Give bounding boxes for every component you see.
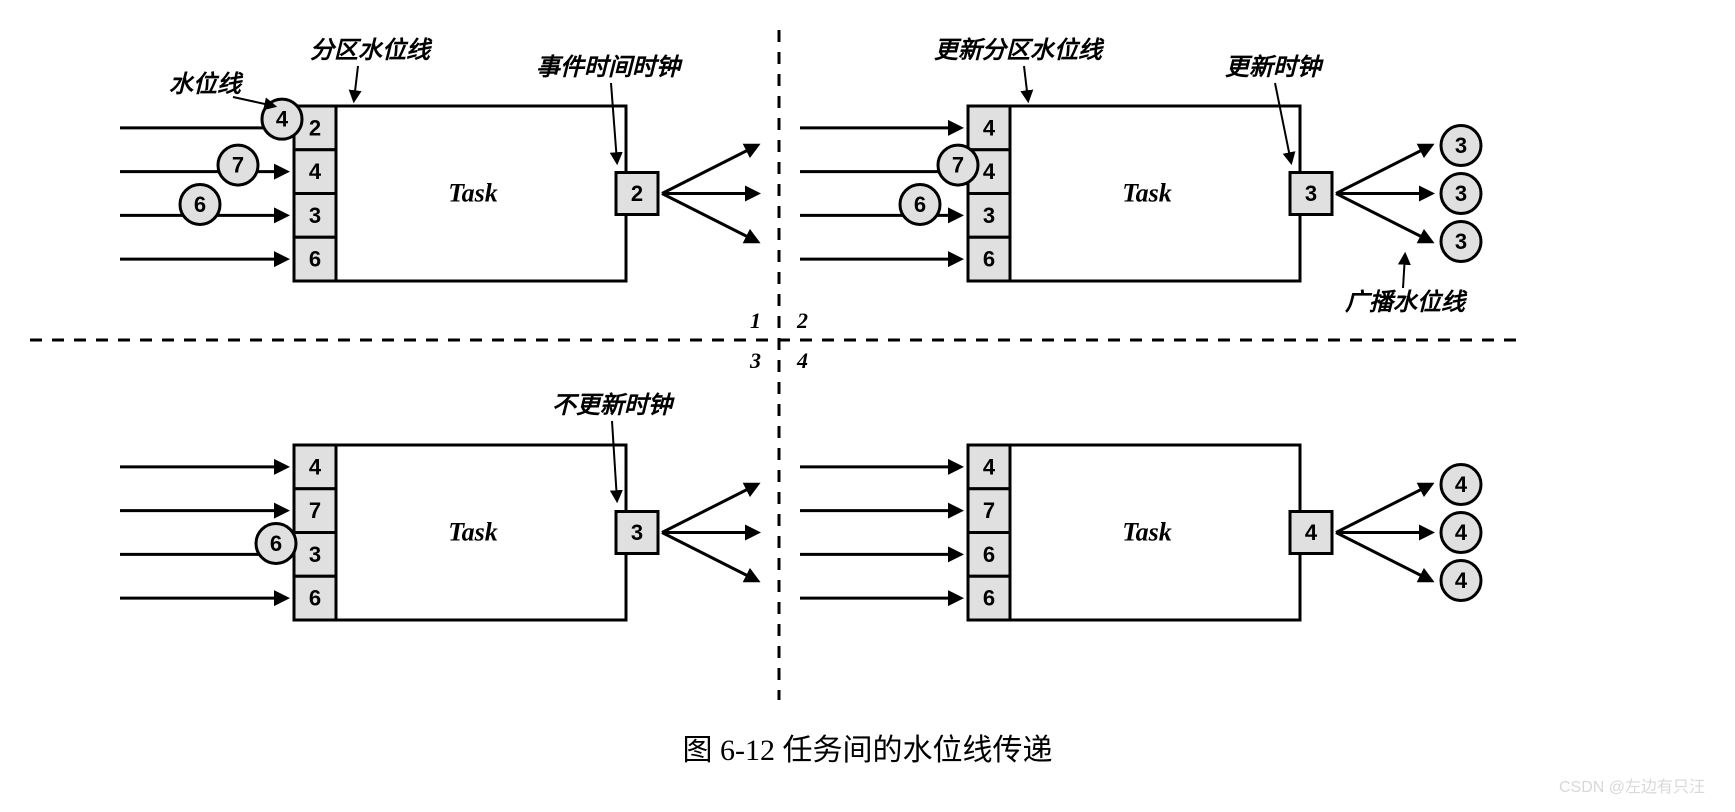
diagram-text: 3 [309, 203, 321, 228]
diagram-text: 图 6-12 任务间的水位线传递 [683, 734, 1053, 767]
diagram-text: 更新时钟 [1225, 54, 1324, 81]
diagram-text: 6 [983, 586, 995, 611]
diagram-text: CSDN @左边有只汪 [1559, 778, 1705, 796]
diagram-text: 7 [232, 153, 244, 178]
diagram-text: 6 [194, 192, 206, 217]
watermark-propagation-diagram: 12342436Task2476水位线分区水位线事件时间时钟4436Task37… [0, 0, 1735, 812]
diagram-text: 广播水位线 [1345, 289, 1468, 316]
diagram-text: 4 [1455, 568, 1468, 593]
diagram-text: 4 [796, 348, 808, 373]
diagram-text: 4 [1305, 520, 1318, 545]
diagram-text: 水位线 [169, 71, 244, 98]
diagram-text: 4 [983, 454, 996, 479]
rect-element [0, 0, 1735, 812]
diagram-text: 2 [631, 181, 643, 206]
diagram-text: 7 [309, 498, 321, 523]
diagram-text: 3 [749, 348, 761, 373]
diagram-text: 7 [952, 153, 964, 178]
diagram-text: 1 [750, 308, 761, 333]
diagram-text: Task [448, 518, 498, 547]
diagram-text: Task [448, 179, 498, 208]
diagram-text: 6 [309, 586, 321, 611]
diagram-text: 4 [276, 107, 289, 132]
diagram-text: 4 [1455, 472, 1468, 497]
diagram-text: 事件时间时钟 [536, 54, 683, 81]
diagram-text: 4 [1455, 520, 1468, 545]
diagram-text: 3 [1455, 133, 1467, 158]
diagram-text: 3 [309, 542, 321, 567]
diagram-text: 6 [270, 531, 282, 556]
diagram-text: 6 [983, 247, 995, 272]
diagram-text: 4 [983, 159, 996, 184]
diagram-text: 2 [796, 308, 808, 333]
diagram-text: 3 [1455, 229, 1467, 254]
diagram-text: 分区水位线 [310, 37, 433, 64]
diagram-text: Task [1122, 518, 1172, 547]
diagram-text: 6 [983, 542, 995, 567]
diagram-text: 4 [309, 159, 322, 184]
diagram-text: Task [1122, 179, 1172, 208]
diagram-text: 6 [914, 192, 926, 217]
diagram-text: 4 [309, 454, 322, 479]
diagram-text: 不更新时钟 [552, 392, 675, 419]
diagram-text: 6 [309, 247, 321, 272]
diagram-text: 3 [631, 520, 643, 545]
diagram-text: 7 [983, 498, 995, 523]
diagram-text: 2 [309, 115, 321, 140]
diagram-text: 更新分区水位线 [934, 37, 1105, 64]
diagram-text: 3 [1305, 181, 1317, 206]
diagram-text: 3 [1455, 181, 1467, 206]
diagram-text: 4 [983, 115, 996, 140]
diagram-text: 3 [983, 203, 995, 228]
